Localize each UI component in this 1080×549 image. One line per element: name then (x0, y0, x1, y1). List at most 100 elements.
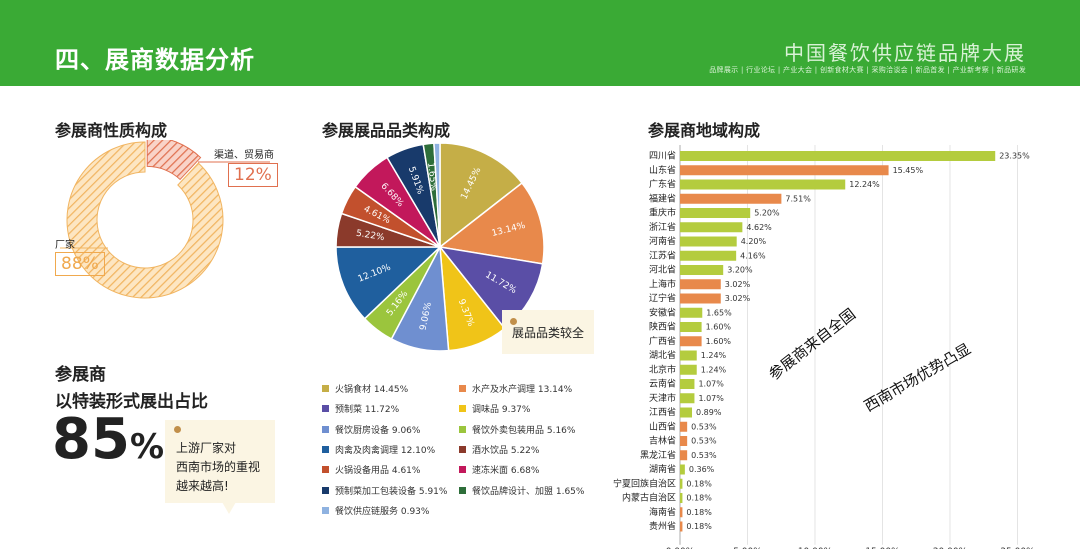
bar-value-label: 1.07% (698, 394, 724, 403)
special-note-pin (174, 426, 181, 433)
y-category-label: 湖南省 (649, 463, 676, 475)
bar (680, 336, 702, 347)
legend-item: 速冻米面 6.68% (459, 463, 539, 476)
nature-title: 参展商性质构成 (55, 121, 168, 140)
x-tick-label: 10.00% (798, 547, 833, 549)
category-title: 参展展品品类构成 (322, 121, 451, 140)
legend-item: 火锅设备用品 4.61% (322, 463, 420, 476)
bar (680, 236, 737, 247)
bar-value-label: 3.20% (727, 266, 753, 275)
bar (680, 250, 737, 261)
special-unit: % (129, 427, 165, 467)
bar (680, 450, 688, 461)
legend-swatch (459, 425, 466, 433)
legend-item: 餐饮供应链服务 0.93% (322, 504, 429, 517)
y-category-label: 河北省 (649, 264, 676, 276)
legend-label: 预制菜 11.72% (335, 405, 400, 416)
x-tick-label: 5.00% (733, 547, 762, 549)
legend-label: 餐饮品牌设计、加盟 1.65% (472, 486, 585, 497)
region-bar-chart: 0.00% 5.00% 10.00% 15.00% 20.00% 25.00% 四川省 23.… (613, 145, 1035, 549)
bar (680, 293, 721, 304)
pie-slice-2 (438, 181, 545, 265)
nature-value-a: 12% (228, 163, 278, 187)
page-title: 四、展商数据分析 (55, 46, 255, 74)
legend-label: 餐饮厨房设备 9.06% (335, 425, 421, 436)
legend-swatch (322, 506, 329, 514)
category-callout-text: 展品品类较全 (512, 326, 585, 340)
category-pie-chart: 14.45%13.14%11.72%9.37%9.06%5.16%12.10%5… (335, 142, 545, 352)
nature-label-b: 厂家 (55, 240, 75, 251)
pie-slice-label-8: 5.22% (355, 229, 385, 244)
bar-value-label: 0.18% (686, 494, 712, 503)
legend-label: 速冻米面 6.68% (472, 466, 540, 477)
bar (680, 350, 697, 361)
legend-label: 水产及水产调理 13.14% (472, 385, 573, 395)
legend-swatch (322, 445, 329, 453)
bar-value-label: 0.18% (686, 479, 712, 488)
nature-label-a: 渠道、贸易商 (214, 150, 274, 161)
legend-item: 餐饮外卖包装用品 5.16% (459, 423, 575, 436)
y-category-label: 吉林省 (649, 435, 676, 447)
special-note: 上游厂家对 西南市场的重视 越来越高! (165, 420, 275, 503)
legend-label: 调味品 9.37% (472, 405, 531, 416)
legend-swatch (459, 445, 466, 453)
bar (680, 307, 703, 318)
y-category-label: 贵州省 (649, 520, 676, 532)
bar-value-label: 1.24% (701, 365, 727, 374)
bar (680, 393, 695, 404)
legend-item: 水产及水产调理 13.14% (459, 382, 572, 395)
bar-value-label: 1.07% (698, 380, 724, 389)
bar (680, 493, 683, 503)
y-category-label: 海南省 (649, 506, 676, 518)
region-title: 参展商地域构成 (648, 121, 761, 140)
legend-item: 餐饮厨房设备 9.06% (322, 423, 420, 436)
bar (680, 322, 702, 332)
legend-swatch (459, 486, 466, 494)
bar (680, 464, 685, 475)
legend-swatch (322, 405, 329, 413)
bar-value-label: 0.36% (689, 465, 715, 474)
y-category-label: 重庆市 (649, 207, 676, 219)
x-tick-label: 15.00% (865, 547, 900, 549)
y-category-label: 上海市 (649, 278, 676, 290)
bar-value-label: 0.53% (691, 422, 717, 431)
brand-name: 中国餐饮供应链品牌大展 (784, 41, 1026, 65)
y-category-label: 广西省 (649, 335, 676, 347)
legend-label: 酒水饮品 5.22% (472, 445, 540, 456)
legend-item: 调味品 9.37% (459, 402, 530, 415)
bar-value-label: 0.18% (686, 522, 712, 531)
bar (680, 265, 724, 275)
y-category-label: 福建省 (649, 192, 676, 204)
x-tick-label: 0.00% (666, 547, 695, 549)
bar-value-label: 3.02% (725, 280, 751, 289)
legend-label: 肉禽及肉禽调理 12.10% (335, 445, 436, 456)
legend-swatch (459, 385, 466, 392)
bar-value-label: 4.20% (741, 237, 767, 246)
y-category-label: 河南省 (649, 235, 676, 247)
y-category-label: 山东省 (649, 164, 676, 176)
legend-swatch (322, 466, 329, 474)
legend-label: 餐饮供应链服务 0.93% (335, 506, 430, 517)
special-note-line2: 西南市场的重视 (176, 460, 261, 474)
bar (680, 507, 683, 518)
bar (680, 521, 683, 532)
legend-label: 餐饮外卖包装用品 5.16% (472, 425, 576, 436)
y-category-label: 天津市 (649, 392, 676, 404)
bar-value-label: 1.65% (706, 308, 732, 317)
y-category-label: 江苏省 (649, 249, 676, 261)
pie-slice-1 (439, 142, 524, 249)
legend-item: 预制菜 11.72% (322, 402, 399, 415)
legend-label: 火锅食材 14.45% (335, 385, 409, 395)
pie-slice-7 (335, 246, 442, 320)
y-category-label: 安徽省 (649, 306, 676, 318)
bar (680, 421, 688, 432)
y-category-label: 云南省 (649, 378, 676, 390)
y-category-label: 北京市 (649, 363, 676, 375)
y-category-label: 辽宁省 (649, 292, 676, 304)
legend-swatch (322, 486, 329, 494)
bar (680, 222, 743, 233)
bar-value-label: 0.89% (696, 408, 722, 417)
legend-item: 火锅食材 14.45% (322, 382, 408, 395)
bar (680, 364, 697, 375)
category-callout: 展品品类较全 (502, 310, 594, 354)
